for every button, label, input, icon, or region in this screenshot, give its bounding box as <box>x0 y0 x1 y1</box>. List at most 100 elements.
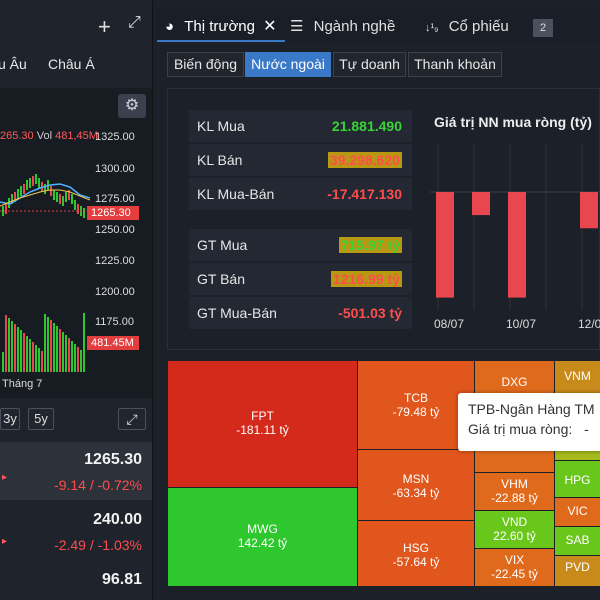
heatmap-value: 22.60 tỷ <box>493 529 536 543</box>
subtab-fluctuation[interactable]: Biến động <box>167 52 244 77</box>
legend-vol-label: Vol <box>36 130 53 142</box>
heatmap-cell[interactable]: VNM <box>555 361 600 397</box>
stat-value: 21.881.490 <box>331 118 402 134</box>
tab-count-badge[interactable]: 2 <box>533 19 553 37</box>
tooltip-value: - <box>584 421 589 437</box>
heatmap-cell[interactable]: FPT -181.11 tỷ <box>168 361 357 487</box>
heatmap-cell[interactable]: PVD <box>555 556 600 586</box>
candle <box>8 198 10 208</box>
tab-industry[interactable]: ☰ Ngành nghề <box>290 8 406 42</box>
volume-bar <box>14 324 16 372</box>
heatmap-cell[interactable]: VND 22.60 tỷ <box>475 511 554 548</box>
heatmap-cell[interactable]: MWG 142.42 tỷ <box>168 488 357 586</box>
volume-bar <box>2 352 4 372</box>
heatmap-cell[interactable]: VIC <box>555 498 600 526</box>
tab-market[interactable]: ◕ Thị trường ✕ <box>165 8 289 42</box>
index-change: -9.14 / -0.72% <box>54 477 142 493</box>
volume-bar <box>71 341 73 372</box>
heatmap-cell[interactable]: HSG -57.64 tỷ <box>358 521 474 586</box>
candle <box>68 190 70 200</box>
heatmap-ticker: MSN <box>402 472 430 486</box>
index-value: 1265.30 <box>84 451 142 468</box>
volume-bar <box>38 348 40 372</box>
stat-label: KL Mua-Bán <box>197 186 275 202</box>
fullscreen-icon[interactable]: ⤢ <box>118 408 146 430</box>
index-row[interactable]: ▸ 240.00 -2.49 / -1.03% <box>0 502 152 560</box>
heatmap-ticker: VNM <box>564 369 591 383</box>
range-5y-button[interactable]: 5y <box>28 408 54 430</box>
stat-value: -17.417.130 <box>327 186 402 202</box>
candle <box>59 194 61 204</box>
subtab-liquidity[interactable]: Thanh khoản <box>408 52 502 77</box>
stat-row-sell-value: GT Bán 1216.99 tỷ <box>189 263 412 295</box>
stat-row-sell-volume: KL Bán 39.298.620 <box>189 144 412 176</box>
y-tick: 1325.00 <box>95 131 135 143</box>
y-tick: 1225.00 <box>95 255 135 267</box>
gear-icon[interactable]: ⚙ <box>118 94 146 118</box>
candle <box>35 174 37 184</box>
tab-stocks[interactable]: ↓¹₉ Cổ phiếu <box>425 8 535 42</box>
index-row[interactable]: ▸ 1265.30 -9.14 / -0.72% <box>0 442 152 500</box>
volume-bar <box>77 347 79 372</box>
volume-bar <box>32 342 34 372</box>
volume-bar <box>56 326 58 372</box>
close-icon[interactable]: ✕ <box>263 18 277 35</box>
chart-bar[interactable] <box>580 192 598 229</box>
volume-bar <box>65 335 67 372</box>
heatmap-ticker: DXG <box>501 375 528 389</box>
left-toolbar: + ⤢ <box>0 0 152 48</box>
heatmap-ticker: VND <box>501 515 528 529</box>
chart-bar[interactable] <box>472 192 490 216</box>
legend-vol-value: 481,45M <box>55 130 98 142</box>
candle <box>2 206 4 216</box>
heatmap-ticker: TCB <box>404 391 428 405</box>
y-tick: 1300.00 <box>95 163 135 175</box>
region-tab-asia[interactable]: Châu Á <box>48 56 95 72</box>
volume-bar <box>5 315 7 372</box>
heatmap-value: -57.64 tỷ <box>392 555 440 569</box>
x-tick-label: 12/07 <box>578 317 600 331</box>
heatmap-ticker: HSG <box>402 541 429 555</box>
candle <box>56 192 58 202</box>
candle <box>62 196 64 206</box>
pie-chart-icon: ◕ <box>165 18 175 35</box>
volume-bar <box>80 350 82 372</box>
x-tick-label: 10/07 <box>506 317 536 331</box>
heatmap-cell[interactable]: SAB <box>555 527 600 555</box>
tooltip-label: Giá trị mua ròng: <box>468 421 573 437</box>
stat-label: GT Mua <box>197 237 248 253</box>
add-icon[interactable]: + <box>98 14 111 39</box>
chart-bar[interactable] <box>436 192 454 298</box>
volume-bar <box>47 317 49 372</box>
chart-bar[interactable] <box>508 192 526 298</box>
candlestick-plot <box>0 174 90 372</box>
candle <box>50 186 52 196</box>
volume-bar <box>53 323 55 372</box>
y-tick: 1250.00 <box>95 224 135 236</box>
index-row[interactable]: 96.81 <box>0 562 152 600</box>
list-icon: ☰ <box>290 18 304 35</box>
heatmap-cell[interactable]: TCB -79.48 tỷ <box>358 361 474 449</box>
heatmap-cell[interactable]: VIX -22.45 tỷ <box>475 549 554 586</box>
y-tick: 1175.00 <box>95 316 134 328</box>
left-panel: + ⤢ u Âu Châu Á ⚙ 265.30 Vol 481,45M 132… <box>0 0 153 600</box>
heatmap-ticker: SAB <box>565 533 590 547</box>
heatmap-cell[interactable]: HPG <box>555 461 600 497</box>
subtab-proprietary[interactable]: Tự doanh <box>333 52 406 77</box>
expand-icon[interactable]: ⤢ <box>128 14 141 31</box>
heatmap-cell[interactable]: VHM -22.88 tỷ <box>475 473 554 510</box>
region-tab-europe[interactable]: u Âu <box>0 56 27 72</box>
candle <box>17 189 19 199</box>
heatmap-cell[interactable]: MSN -63.34 tỷ <box>358 450 474 520</box>
net-buy-chart[interactable]: 08/07 10/07 12/07 <box>430 140 600 340</box>
subtab-foreign[interactable]: Nước ngoài <box>245 52 331 77</box>
candle <box>23 184 25 194</box>
stat-row-net-value: GT Mua-Bán -501.03 tỷ <box>189 297 412 329</box>
moving-average-line <box>0 183 90 205</box>
candle <box>44 184 46 194</box>
heatmap-value: -79.48 tỷ <box>392 405 440 419</box>
volume-bar <box>29 339 31 372</box>
candle <box>53 190 55 200</box>
volume-bar <box>62 332 64 372</box>
range-3y-button[interactable]: 3y <box>0 408 20 430</box>
